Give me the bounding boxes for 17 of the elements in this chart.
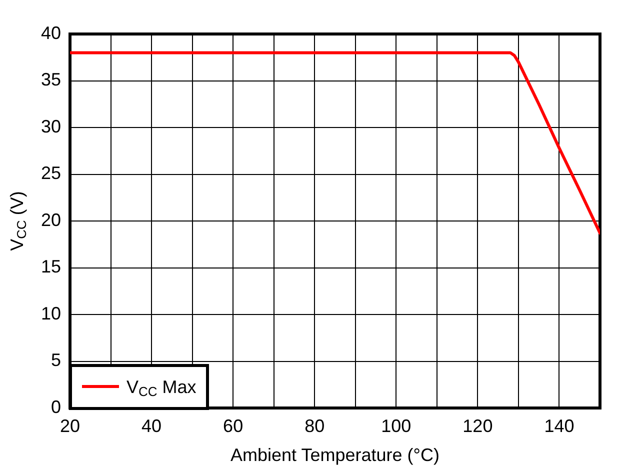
x-tick-label: 140 (544, 416, 574, 436)
y-tick-label: 5 (50, 350, 61, 370)
y-tick-label: 15 (40, 256, 61, 277)
x-tick-label: 40 (142, 416, 162, 436)
x-tick-label: 60 (223, 416, 244, 436)
y-tick-label: 25 (40, 163, 61, 184)
y-tick-label: 0 (50, 396, 61, 417)
x-tick-label: 80 (304, 416, 325, 436)
y-tick-label: 20 (40, 210, 61, 230)
x-tick-label: 100 (381, 416, 412, 436)
x-axis-title: Ambient Temperature (°C) (230, 445, 440, 465)
x-tick-label: 120 (462, 416, 493, 436)
y-tick-label: 10 (40, 303, 61, 324)
legend-label: V$_{CC}$ Max (126, 376, 196, 398)
y-tick-label: 35 (40, 70, 61, 90)
y-tick-label: 40 (40, 22, 61, 43)
y-tick-label: 30 (40, 116, 61, 136)
